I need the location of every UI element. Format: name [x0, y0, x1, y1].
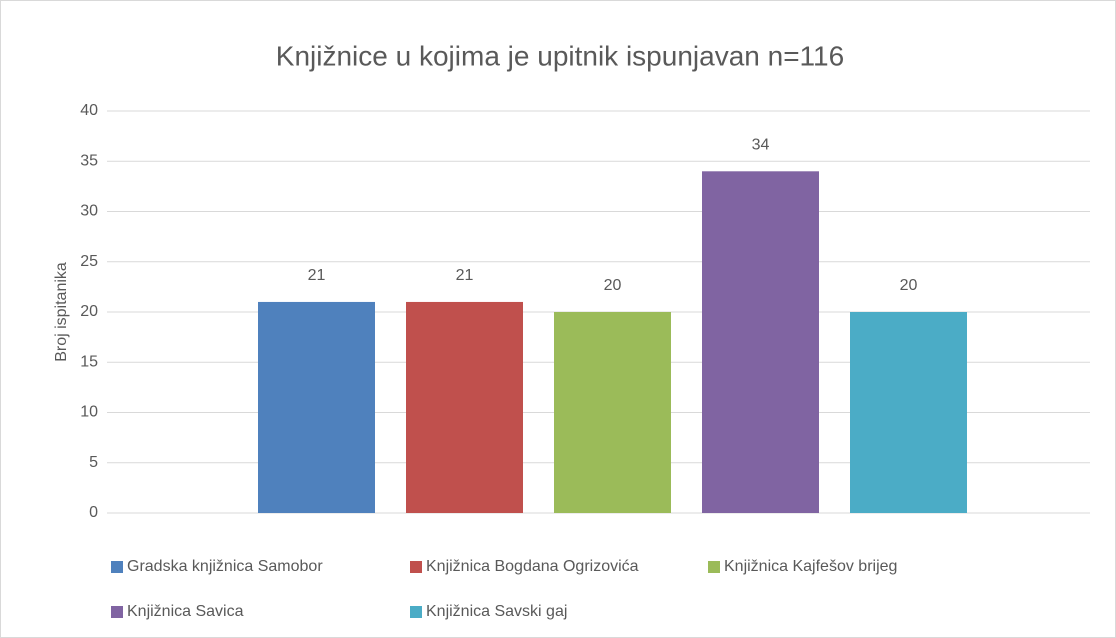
legend-label: Knjižnica Savski gaj	[426, 603, 567, 620]
y-tick-label: 15	[80, 353, 98, 370]
legend-swatch	[410, 606, 422, 618]
legend-swatch	[410, 561, 422, 573]
legend-swatch	[111, 606, 123, 618]
bar	[850, 312, 967, 513]
data-label: 21	[308, 267, 326, 284]
legend-label: Gradska knjižnica Samobor	[127, 558, 323, 575]
data-label: 34	[752, 137, 770, 154]
bar	[406, 301, 523, 513]
y-tick-label: 25	[80, 253, 98, 270]
y-tick-label: 5	[89, 454, 98, 471]
bar	[702, 171, 819, 514]
data-label: 21	[456, 267, 474, 284]
y-tick-label: 10	[80, 404, 98, 421]
bar	[258, 301, 375, 513]
legend-label: Knjižnica Kajfešov brijeg	[724, 558, 897, 575]
y-tick-label: 20	[80, 303, 98, 320]
data-label: 20	[604, 277, 622, 294]
legend-label: Knjižnica Bogdana Ogrizovića	[426, 558, 639, 575]
y-tick-label: 0	[89, 504, 98, 521]
data-label: 20	[900, 277, 918, 294]
bar	[554, 312, 671, 513]
legend-swatch	[111, 561, 123, 573]
y-axis-label: Broj ispitanika	[53, 262, 70, 362]
y-tick-label: 35	[80, 152, 98, 169]
legend-label: Knjižnica Savica	[127, 603, 244, 620]
y-tick-label: 30	[80, 203, 98, 220]
chart-title: Knjižnice u kojima je upitnik ispunjavan…	[276, 40, 844, 71]
y-tick-label: 40	[80, 102, 98, 119]
legend-swatch	[708, 561, 720, 573]
